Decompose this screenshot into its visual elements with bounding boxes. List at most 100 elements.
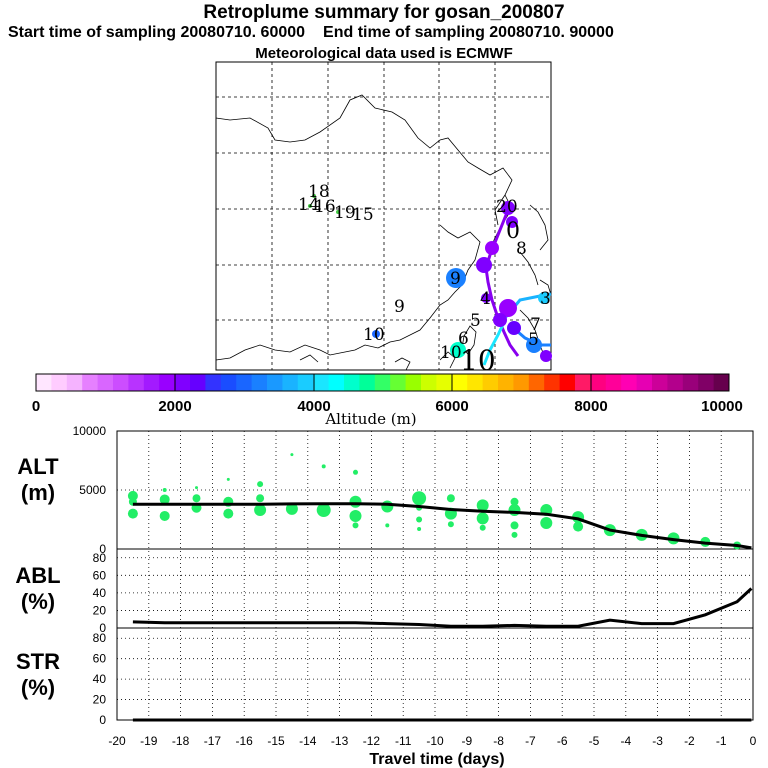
colorbar-swatch — [451, 374, 468, 391]
trajectory-markers — [308, 194, 552, 362]
marker — [308, 204, 312, 208]
map-label: 5 — [470, 311, 481, 331]
map-label: 18 — [308, 182, 330, 202]
colorbar-swatch — [328, 374, 345, 391]
colorbar-label: Altitude (m) — [324, 410, 416, 428]
y-tick-label: 0 — [99, 621, 106, 635]
alt-point — [476, 512, 489, 525]
map-label: 6 — [458, 329, 469, 349]
marker — [481, 293, 491, 303]
alt-point — [416, 516, 423, 523]
x-tick-label: -20 — [108, 734, 126, 748]
colorbar-swatch — [344, 374, 360, 391]
x-tick-label: -19 — [140, 734, 158, 748]
colorbar-tick: 0 — [32, 398, 40, 415]
colorbar-swatch — [698, 374, 715, 391]
x-tick-label: -17 — [204, 734, 222, 748]
colorbar-swatch — [174, 374, 191, 391]
map-label: 20 — [496, 197, 518, 217]
alt-point — [290, 453, 294, 457]
alt-unit-label: (m) — [21, 480, 55, 505]
colorbar-swatch — [652, 374, 668, 391]
alt-point — [254, 504, 267, 517]
colorbar-swatch — [513, 374, 530, 391]
map-label: 3 — [540, 289, 551, 309]
map-label: 8 — [516, 239, 527, 259]
alt-point — [573, 521, 584, 532]
colorbar-swatch — [267, 374, 283, 391]
alt-point — [192, 494, 201, 503]
trajectory-cyan-south — [482, 319, 507, 366]
abl-line — [132, 587, 753, 628]
map-label: 15 — [352, 205, 374, 225]
colorbar-outline — [35, 373, 730, 392]
colorbar-swatch — [313, 374, 330, 391]
colorbar-swatch — [205, 374, 222, 391]
alt-point — [349, 495, 362, 508]
panel-labels: ALT (m) ABL (%) STR (%) — [15, 454, 60, 700]
alt-point — [127, 490, 138, 501]
map-label: 5 — [528, 330, 539, 350]
x-tick-label: -16 — [236, 734, 254, 748]
colorbar-swatch — [605, 374, 622, 391]
alt-point — [417, 526, 422, 531]
colorbar-swatch — [36, 374, 52, 391]
x-tick-label: -15 — [267, 734, 285, 748]
x-tick-label: -9 — [461, 734, 472, 748]
x-tick-label: -1 — [716, 734, 727, 748]
colorbar-swatch — [544, 374, 561, 391]
alt-point — [352, 522, 359, 529]
alt-point — [476, 499, 489, 512]
colorbar-swatch — [220, 374, 237, 391]
alt-label: ALT — [17, 454, 59, 479]
colorbar-tick: 8000 — [574, 398, 607, 415]
y-tick-label: 10000 — [73, 424, 107, 438]
colorbar-swatch — [575, 374, 591, 391]
alt-point — [316, 503, 331, 518]
alt-point — [510, 521, 519, 530]
alt-point — [412, 491, 427, 506]
map-label: 9 — [450, 269, 461, 289]
alt-point — [511, 531, 518, 538]
colorbar-swatch — [143, 374, 160, 391]
trajectory-violet — [484, 209, 520, 357]
colorbar-swatch — [282, 374, 299, 391]
end-time-label: End time of sampling 20080710. 90000 — [323, 24, 614, 41]
x-tick-labels: -20 -19 -18 -17 -16 -15 -14 -13 -12 -11 -10 -9 -8 -7-… — [108, 734, 756, 748]
x-tick-label: -11 — [395, 734, 412, 748]
marker — [506, 216, 518, 228]
marker — [336, 210, 340, 214]
colorbar-tick: 2000 — [158, 398, 191, 415]
x-tick-label: -2 — [684, 734, 695, 748]
marker — [526, 337, 542, 353]
x-tick-label: -5 — [589, 734, 600, 748]
map-label: 10 — [363, 325, 385, 345]
y-tick-label: 20 — [93, 603, 107, 617]
colorbar-swatch — [236, 374, 253, 391]
alt-point — [446, 494, 455, 503]
abl-unit-label: (%) — [21, 589, 55, 614]
alt-point — [223, 508, 234, 519]
alt-point — [159, 510, 170, 521]
alt-point — [479, 524, 486, 531]
colorbar-swatch — [159, 374, 176, 391]
alt-point — [226, 477, 230, 481]
colorbar-swatch — [682, 374, 699, 391]
colorbar-swatch — [66, 374, 83, 391]
colorbar-swatch — [113, 374, 129, 391]
marker — [450, 342, 466, 358]
colorbar-swatch — [482, 374, 499, 391]
x-tick-label: -4 — [620, 734, 631, 748]
colorbar-swatch — [713, 374, 730, 391]
alt-point — [127, 508, 138, 519]
colorbar-swatch — [128, 374, 145, 391]
alt-point — [256, 494, 265, 503]
colorbar-swatch — [636, 374, 653, 391]
colorbar-swatch — [190, 374, 206, 391]
x-tick-label: -13 — [331, 734, 349, 748]
colorbar-swatch — [421, 374, 437, 391]
map-coastlines — [215, 94, 552, 371]
map-gridlines — [216, 62, 551, 370]
map-label: 0 — [506, 219, 520, 244]
